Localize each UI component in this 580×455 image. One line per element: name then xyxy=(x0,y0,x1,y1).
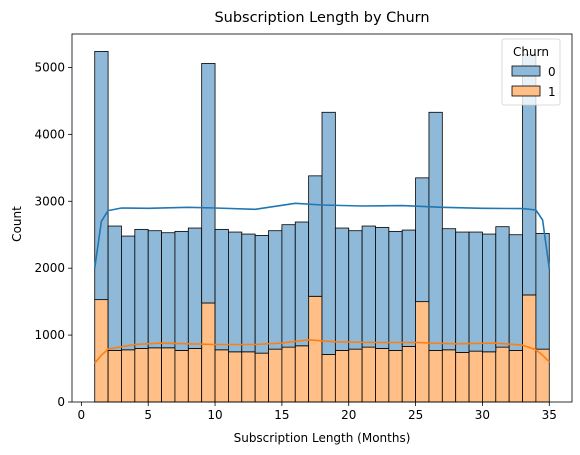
bar-churn-1 xyxy=(388,350,403,403)
bar-churn-1 xyxy=(228,351,243,403)
bar-churn-1 xyxy=(441,349,457,403)
y-tick-label: 2000 xyxy=(34,261,65,275)
bar-churn-0 xyxy=(455,231,470,353)
chart-title: Subscription Length by Churn xyxy=(214,10,429,26)
bar-churn-1 xyxy=(468,350,483,403)
bar-churn-1 xyxy=(147,347,162,403)
legend-label-churn-0: 0 xyxy=(548,65,556,79)
x-axis: 0 5 10 15 20 25 30 35 xyxy=(78,402,557,422)
x-tick-label: 35 xyxy=(542,408,557,422)
x-axis-label: Subscription Length (Months) xyxy=(234,431,411,445)
bar-churn-1 xyxy=(161,347,176,403)
bar-churn-1 xyxy=(428,350,443,403)
bar-churn-0 xyxy=(535,232,550,350)
bar-churn-0 xyxy=(415,177,430,303)
y-tick-label: 4000 xyxy=(34,127,65,141)
kde-line-churn-1 xyxy=(94,338,550,364)
legend-label-churn-1: 1 xyxy=(548,85,556,99)
bar-churn-0 xyxy=(187,227,203,349)
bar-churn-0 xyxy=(441,228,457,351)
bar-churn-0 xyxy=(388,230,403,351)
bar-churn-0 xyxy=(281,224,296,348)
bar-churn-1 xyxy=(121,349,136,403)
legend-swatch-churn-1 xyxy=(511,85,541,97)
bar-churn-0 xyxy=(468,231,483,352)
bar-churn-0 xyxy=(214,228,229,351)
bar-churn-1 xyxy=(508,350,523,403)
bar-churn-0 xyxy=(94,50,109,301)
bar-churn-0 xyxy=(308,175,323,297)
bar-churn-0 xyxy=(228,231,243,353)
bar-churn-0 xyxy=(121,235,136,351)
bar-churn-0 xyxy=(241,233,256,353)
x-tick-label: 25 xyxy=(408,408,423,422)
x-tick-label: 20 xyxy=(341,408,356,422)
bar-churn-1 xyxy=(361,346,376,403)
bar-churn-0 xyxy=(174,230,189,351)
kde-lines xyxy=(93,202,551,364)
bar-churn-1 xyxy=(415,301,430,403)
legend-title: Churn xyxy=(513,45,549,59)
bar-churn-1 xyxy=(134,348,149,403)
y-axis-label: Count xyxy=(10,206,24,242)
x-tick-label: 0 xyxy=(78,408,86,422)
bar-churn-0 xyxy=(147,230,162,349)
bar-churn-1 xyxy=(535,348,550,403)
plot-area xyxy=(71,33,573,403)
bar-churn-1 xyxy=(281,346,296,403)
bar-churn-0 xyxy=(268,230,283,350)
bar-churn-1 xyxy=(321,354,336,403)
bar-churn-1 xyxy=(187,348,203,403)
bar-churn-0 xyxy=(348,230,363,350)
x-tick-label: 10 xyxy=(207,408,222,422)
y-tick-label: 5000 xyxy=(34,60,65,74)
bar-churn-1 xyxy=(201,302,216,403)
bar-churn-0 xyxy=(375,226,390,349)
churn-0-bars xyxy=(94,50,550,355)
bar-churn-1 xyxy=(495,346,510,403)
bar-churn-1 xyxy=(268,348,283,403)
bar-churn-0 xyxy=(428,111,443,351)
bar-churn-0 xyxy=(254,234,269,354)
bar-churn-1 xyxy=(294,345,310,403)
x-tick-label: 15 xyxy=(274,408,289,422)
bar-churn-1 xyxy=(308,295,323,403)
bar-churn-0 xyxy=(321,111,336,355)
plot-frame xyxy=(71,33,573,403)
legend-swatch-churn-0 xyxy=(511,65,541,77)
bar-churn-1 xyxy=(401,346,416,403)
bar-churn-1 xyxy=(334,350,350,403)
bar-churn-0 xyxy=(134,228,149,349)
y-tick-label: 1000 xyxy=(34,328,65,342)
kde-line-churn-0 xyxy=(93,202,551,270)
bar-churn-0 xyxy=(161,232,176,349)
bar-churn-1 xyxy=(254,352,269,403)
y-tick-label: 0 xyxy=(57,395,65,409)
bar-churn-1 xyxy=(241,351,256,403)
bar-churn-0 xyxy=(495,226,510,348)
bar-churn-1 xyxy=(107,350,122,403)
bar-churn-0 xyxy=(107,225,122,351)
bar-churn-1 xyxy=(375,348,390,403)
bar-churn-1 xyxy=(214,349,229,403)
legend: Churn 0 1 xyxy=(501,38,561,106)
x-tick-label: 5 xyxy=(144,408,152,422)
y-tick-label: 3000 xyxy=(34,194,65,208)
bar-churn-1 xyxy=(174,350,189,403)
bar-churn-0 xyxy=(294,221,310,347)
bar-churn-1 xyxy=(455,352,470,403)
bar-churn-1 xyxy=(348,348,363,403)
bar-churn-0 xyxy=(482,233,497,353)
y-axis: 0 1000 2000 3000 4000 5000 xyxy=(34,60,72,409)
x-tick-label: 30 xyxy=(475,408,490,422)
bar-churn-1 xyxy=(482,351,497,403)
bar-churn-0 xyxy=(201,63,216,304)
bar-churn-0 xyxy=(361,225,376,348)
bar-churn-0 xyxy=(508,234,523,351)
bar-churn-0 xyxy=(401,229,416,347)
bar-churn-0 xyxy=(334,227,350,351)
